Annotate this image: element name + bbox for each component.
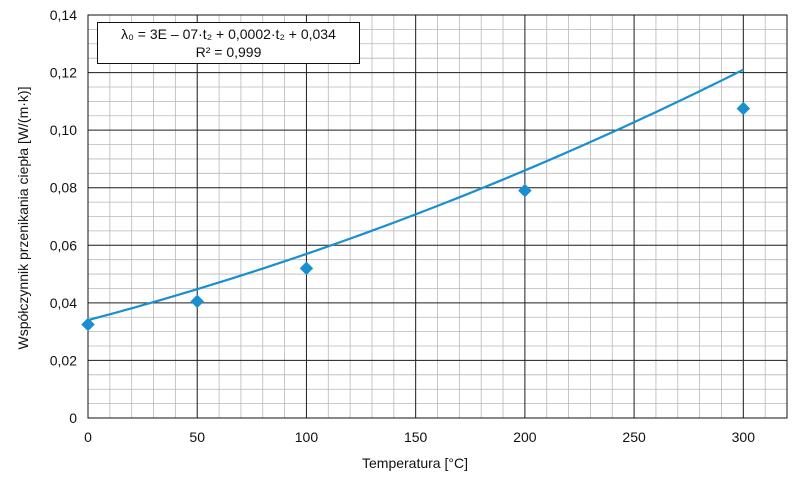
trendline-equation-box: λ₀ = 3E – 07·t₂ + 0,0002·t₂ + 0,034 R² =… xyxy=(97,22,360,64)
plot-frame xyxy=(87,14,788,419)
y-axis-label: Współczynnik przenikania ciepła [W/(m·k)… xyxy=(15,87,31,350)
x-tick-label: 100 xyxy=(295,429,319,445)
data-point-diamond xyxy=(736,101,751,116)
y-tick-label: 0,12 xyxy=(50,65,77,81)
y-tick-label: 0,06 xyxy=(50,237,77,253)
x-tick-label: 250 xyxy=(622,429,646,445)
x-tick-label: 50 xyxy=(189,429,205,445)
y-tick-label: 0,08 xyxy=(50,180,77,196)
minor-gridlines xyxy=(87,14,788,419)
x-tick-label: 200 xyxy=(513,429,537,445)
data-point-diamond xyxy=(190,294,205,309)
y-tick-label: 0,02 xyxy=(50,352,77,368)
y-axis-tick-labels: 0 0,02 0,04 0,06 0,08 0,10 0,12 0,14 xyxy=(50,7,77,426)
y-tick-label: 0,10 xyxy=(50,122,77,138)
trendline-equation: λ₀ = 3E – 07·t₂ + 0,0002·t₂ + 0,034 xyxy=(121,26,336,42)
y-tick-label: 0,04 xyxy=(50,295,77,311)
trendline xyxy=(87,68,744,322)
y-tick-label: 0,14 xyxy=(50,7,77,23)
data-point-diamond xyxy=(81,317,95,332)
series-layer xyxy=(81,68,751,332)
x-tick-label: 0 xyxy=(84,429,92,445)
x-tick-label: 150 xyxy=(404,429,428,445)
y-tick-label: 0 xyxy=(69,410,77,426)
data-point-diamond xyxy=(518,183,532,198)
x-axis-tick-labels: 0 50 100 150 200 250 300 xyxy=(84,429,755,445)
x-axis-label: Temperatura [°C] xyxy=(362,455,468,471)
x-tick-label: 300 xyxy=(732,429,756,445)
data-point-diamond xyxy=(299,261,314,276)
r-squared-label: R² = 0,999 xyxy=(195,44,262,60)
